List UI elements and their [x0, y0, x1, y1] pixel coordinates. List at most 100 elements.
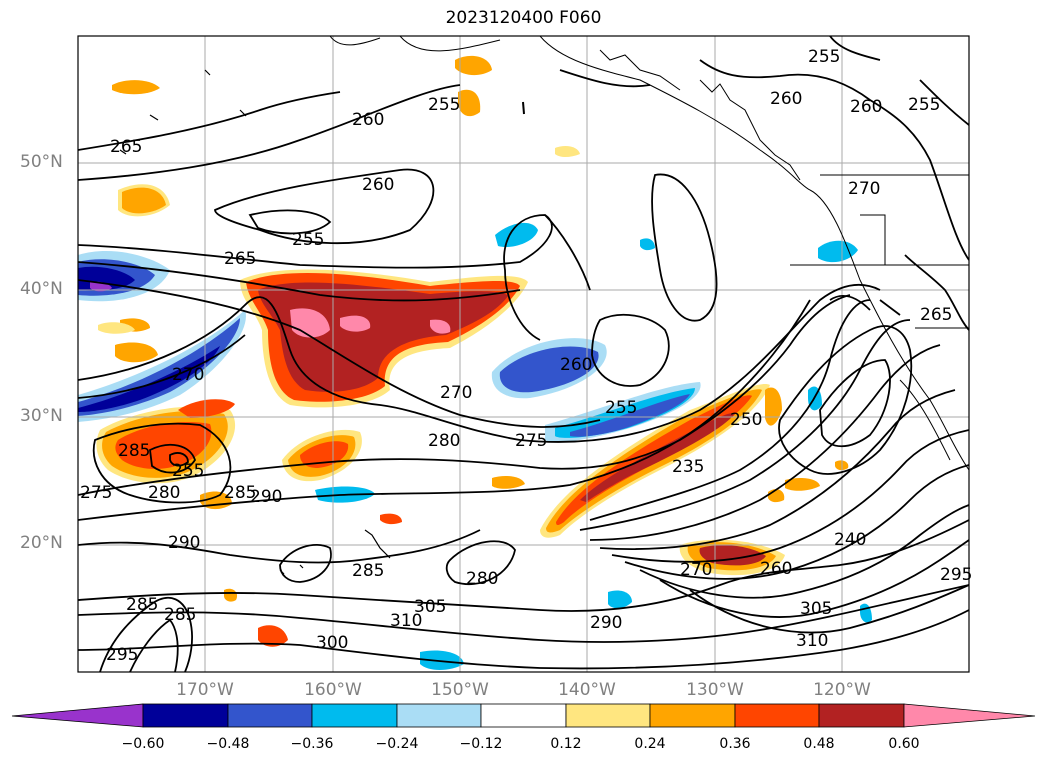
contour-label: 275 — [80, 483, 112, 503]
colorbar-segment — [396, 703, 482, 728]
contour-label: 285 — [126, 595, 158, 615]
colorbar-min-arrow — [11, 703, 144, 728]
positive-region — [98, 322, 135, 334]
lat-label: 40°N — [20, 279, 63, 299]
contour-label: 285 — [352, 561, 384, 581]
lon-label: 150°W — [431, 680, 489, 700]
contour-label: 255 — [172, 461, 204, 481]
negative-region — [555, 388, 695, 438]
contour-label: 265 — [920, 305, 952, 325]
contour-label: 265 — [110, 137, 142, 157]
gridlines — [78, 36, 969, 672]
lat-label: 50°N — [20, 152, 63, 172]
negative-region — [818, 240, 858, 263]
colorbar-tick-label: −0.48 — [206, 736, 250, 752]
contour-label: 290 — [250, 487, 282, 507]
contour-label: 250 — [730, 410, 762, 430]
positive-region — [580, 413, 735, 502]
negative-region — [78, 346, 220, 412]
contour-label: 260 — [850, 97, 882, 117]
colorbar-segment — [734, 703, 820, 728]
contour-label: 275 — [515, 431, 547, 451]
negative-region — [608, 590, 632, 609]
colorbar-tick-label: −0.12 — [459, 736, 503, 752]
lat-label: 30°N — [20, 406, 63, 426]
colorbar-tick-label: 0.48 — [803, 736, 835, 752]
contour-label: 255 — [428, 95, 460, 115]
lon-label: 140°W — [558, 680, 616, 700]
contour-label: 290 — [168, 533, 200, 553]
map-title: 2023120400 F060 — [445, 8, 602, 28]
contour-label: 255 — [808, 47, 840, 67]
map-frame — [77, 35, 970, 673]
contour-label: 240 — [834, 530, 866, 550]
colorbar-segment — [649, 703, 736, 728]
colorbar-tick-label: 0.12 — [550, 736, 582, 752]
positive-region — [492, 476, 525, 489]
contour-label: 295 — [940, 565, 972, 585]
contour-label: 295 — [106, 645, 138, 665]
contour-label: 285 — [118, 441, 150, 461]
negative-region — [640, 238, 655, 251]
contour-label: 270 — [848, 179, 880, 199]
contour-label: 305 — [414, 597, 446, 617]
negative-region — [860, 603, 872, 623]
contour-label: 310 — [390, 611, 422, 631]
colorbar — [11, 703, 1036, 728]
colorbar-segment — [480, 703, 567, 728]
positive-region — [258, 282, 508, 392]
contour-label: 255 — [908, 95, 940, 115]
positive-region — [380, 513, 402, 525]
contour-label: 285 — [224, 483, 256, 503]
contour-label: 290 — [590, 613, 622, 633]
shaded-field — [78, 55, 872, 670]
positive-region — [555, 146, 580, 157]
contour-label: 235 — [672, 457, 704, 477]
contour-label: 260 — [560, 355, 592, 375]
contour-label: 300 — [316, 633, 348, 653]
positive-region — [785, 478, 820, 491]
colorbar-tick-label: 0.24 — [634, 736, 666, 752]
contour-label: 280 — [428, 431, 460, 451]
colorbar-segment — [818, 703, 905, 728]
positive-region — [115, 342, 158, 363]
colorbar-tick-label: −0.60 — [121, 736, 165, 752]
contour-label: 260 — [352, 110, 384, 130]
positive-region — [258, 625, 288, 647]
contour-label: 260 — [770, 89, 802, 109]
contour-label: 255 — [605, 398, 637, 418]
colorbar-segment — [565, 703, 651, 728]
contour-label: 280 — [148, 483, 180, 503]
contour-label: 280 — [466, 569, 498, 589]
positive-region — [430, 319, 451, 334]
lon-label: 170°W — [176, 680, 234, 700]
contour-label: 260 — [362, 175, 394, 195]
positive-region — [768, 489, 785, 503]
negative-region — [570, 394, 690, 437]
lat-label: 20°N — [20, 533, 63, 553]
contour-label: 270 — [440, 383, 472, 403]
colorbar-tick-label: −0.36 — [290, 736, 334, 752]
colorbar-tick-label: 0.36 — [719, 736, 751, 752]
contour-label: 265 — [224, 249, 256, 269]
colorbar-tick-label: 0.60 — [888, 736, 920, 752]
contour-label-group: 265 260 255 260 255 265 270 270 280 260 … — [80, 47, 972, 665]
contours — [78, 36, 969, 672]
positive-region — [224, 588, 238, 602]
contour-label: 260 — [760, 559, 792, 579]
negative-region — [420, 650, 464, 670]
colorbar-tick-label: −0.24 — [375, 736, 419, 752]
colorbar-segment — [142, 703, 229, 728]
colorbar-max-arrow — [903, 703, 1036, 728]
lon-label: 120°W — [813, 680, 871, 700]
lon-label: 160°W — [304, 680, 362, 700]
positive-region — [765, 387, 782, 426]
negative-region — [499, 346, 599, 393]
positive-region — [178, 399, 235, 418]
colorbar-segment — [311, 703, 398, 728]
contour-label: 270 — [172, 365, 204, 385]
contour-label: 270 — [680, 560, 712, 580]
positive-region — [340, 315, 371, 332]
negative-region — [495, 222, 538, 248]
